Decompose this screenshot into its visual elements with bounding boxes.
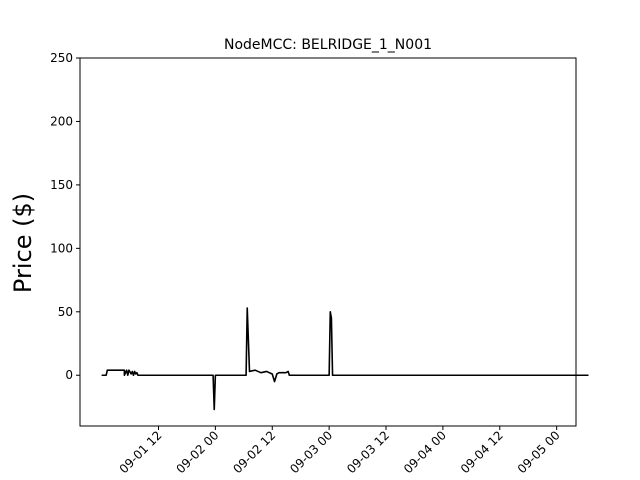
- y-tick-label: 100: [50, 241, 73, 255]
- y-tick-label: 0: [65, 368, 73, 382]
- y-tick-label: 150: [50, 178, 73, 192]
- y-tick-label: 50: [58, 305, 73, 319]
- chart-title: NodeMCC: BELRIDGE_1_N001: [224, 37, 432, 53]
- y-tick-label: 250: [50, 51, 73, 65]
- y-tick-label: 200: [50, 114, 73, 128]
- series-line-0: [101, 307, 589, 411]
- y-axis-label: Price ($): [9, 193, 37, 293]
- axes-frame: [79, 57, 577, 427]
